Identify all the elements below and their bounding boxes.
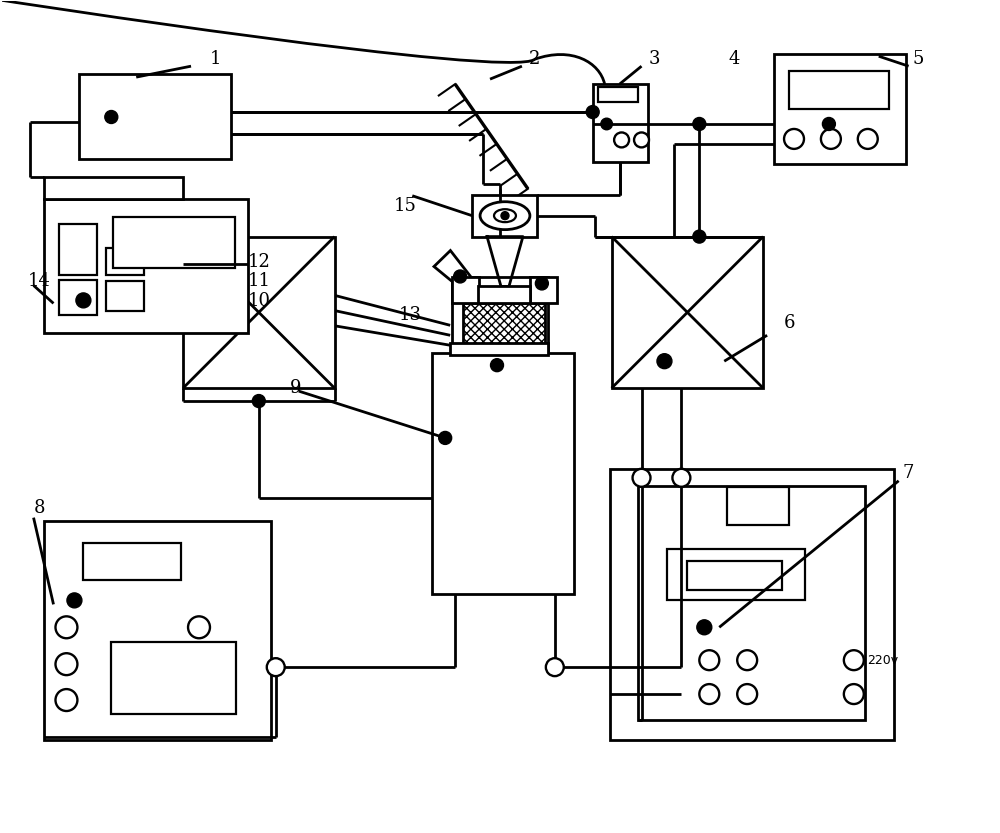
Circle shape (672, 469, 690, 486)
Circle shape (267, 658, 285, 676)
Circle shape (614, 132, 629, 147)
Bar (452, 277, 479, 303)
Circle shape (105, 111, 118, 123)
Circle shape (586, 106, 599, 118)
Circle shape (188, 616, 210, 638)
Circle shape (601, 118, 612, 130)
Bar (667, 549, 805, 601)
Bar (59, 281, 97, 316)
Circle shape (693, 117, 706, 131)
Bar (472, 195, 537, 237)
Circle shape (633, 469, 650, 486)
Circle shape (439, 431, 452, 445)
Circle shape (55, 653, 77, 675)
Text: 4: 4 (729, 50, 740, 68)
Circle shape (844, 651, 864, 671)
Text: 14: 14 (28, 272, 51, 291)
Circle shape (784, 129, 804, 149)
Circle shape (737, 651, 757, 671)
Ellipse shape (494, 209, 516, 222)
Bar (44, 177, 183, 199)
Circle shape (535, 277, 548, 290)
Circle shape (55, 689, 77, 711)
Text: 15: 15 (394, 197, 417, 215)
Bar (83, 542, 181, 581)
Circle shape (821, 129, 841, 149)
Circle shape (501, 212, 509, 220)
Bar (183, 237, 335, 388)
Text: 7: 7 (903, 464, 914, 481)
Bar (789, 71, 889, 109)
Circle shape (858, 129, 878, 149)
Ellipse shape (480, 202, 530, 230)
Circle shape (546, 658, 564, 676)
Text: 5: 5 (913, 50, 924, 68)
Bar (478, 287, 530, 303)
Bar (106, 247, 144, 276)
Bar (687, 561, 782, 591)
Bar (610, 469, 894, 740)
Circle shape (657, 354, 672, 369)
Circle shape (822, 117, 835, 131)
Bar (59, 223, 97, 276)
Circle shape (693, 230, 706, 243)
Text: 8: 8 (34, 499, 45, 516)
Circle shape (55, 616, 77, 638)
Bar (113, 217, 235, 268)
Bar (598, 87, 638, 102)
Circle shape (699, 651, 719, 671)
Text: 12: 12 (247, 252, 270, 271)
Bar (463, 303, 545, 345)
Text: 6: 6 (783, 314, 795, 332)
Bar (774, 54, 906, 164)
Bar (530, 277, 557, 303)
Bar (79, 74, 231, 159)
Text: 220v: 220v (867, 654, 898, 666)
Bar (106, 282, 144, 312)
Bar (452, 277, 548, 355)
Bar (727, 486, 789, 525)
Circle shape (737, 684, 757, 704)
Circle shape (491, 359, 503, 372)
Text: 1: 1 (210, 50, 222, 68)
Circle shape (67, 593, 82, 608)
Bar (450, 343, 548, 355)
Circle shape (699, 684, 719, 704)
Circle shape (252, 395, 265, 407)
Circle shape (454, 270, 467, 283)
Text: 10: 10 (247, 292, 270, 311)
Bar (44, 199, 248, 333)
Text: 3: 3 (649, 50, 660, 68)
Bar (111, 642, 236, 714)
Polygon shape (434, 251, 482, 299)
Bar (432, 353, 574, 595)
Circle shape (76, 293, 91, 308)
Text: 11: 11 (247, 272, 270, 291)
Circle shape (634, 132, 649, 147)
Text: 2: 2 (529, 50, 541, 68)
Bar (44, 521, 271, 740)
Bar (638, 486, 865, 720)
Text: 9: 9 (290, 379, 301, 397)
Bar (612, 237, 763, 388)
Circle shape (697, 620, 712, 635)
Circle shape (844, 684, 864, 704)
Bar (593, 84, 648, 162)
Text: 13: 13 (399, 307, 422, 324)
